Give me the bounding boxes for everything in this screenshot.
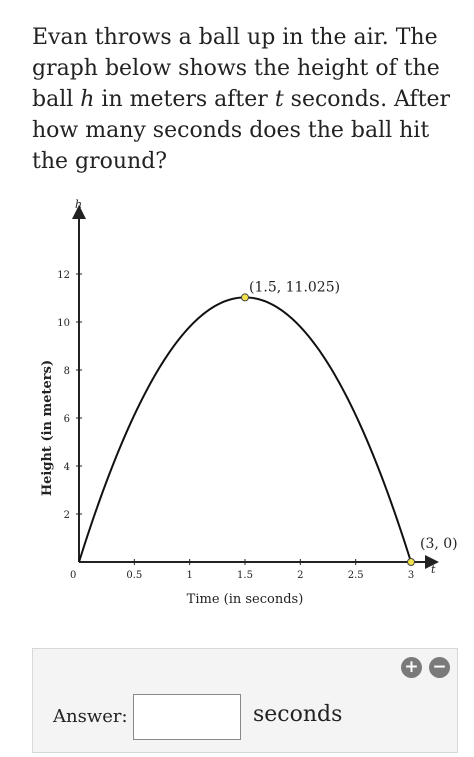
remove-answer-button[interactable]: − bbox=[429, 657, 450, 678]
question-part-1: Evan throws a ball up in the air. The gr… bbox=[32, 25, 440, 112]
x-axis-title: Time (in seconds) bbox=[187, 592, 304, 607]
end-point-label: (3, 0) bbox=[420, 536, 458, 552]
vertex-point-label: (1.5, 11.025) bbox=[249, 279, 340, 295]
height-time-chart: h t 0 0.5 1 1.5 2 2.5 3 2 4 6 8 10 12 Time (in seconds)… bbox=[40, 198, 458, 607]
x-tick-label: 2 bbox=[297, 570, 303, 581]
y-tick-label: 10 bbox=[57, 318, 70, 329]
x-tick-label: 1 bbox=[186, 570, 192, 581]
y-tick-label: 6 bbox=[64, 414, 70, 425]
question-part-2: in meters after bbox=[94, 87, 275, 112]
x-tick-label: 1.5 bbox=[237, 570, 253, 581]
y-axis-title: Height (in meters) bbox=[40, 360, 55, 496]
y-tick-label: 12 bbox=[57, 270, 70, 281]
x-tick-label: 3 bbox=[408, 570, 414, 581]
y-tick-label: 2 bbox=[64, 510, 70, 521]
answer-input[interactable] bbox=[133, 694, 241, 740]
question-part-3: seconds. After how many seconds does the… bbox=[32, 87, 451, 174]
answer-label: Answer: bbox=[53, 706, 128, 727]
add-answer-button[interactable]: + bbox=[401, 657, 422, 678]
answer-unit: seconds bbox=[253, 702, 343, 727]
data-point bbox=[241, 293, 249, 302]
x-tick-label: 2.5 bbox=[348, 570, 364, 581]
height-curve bbox=[78, 296, 412, 563]
x-axis-variable-label: t bbox=[431, 563, 436, 576]
answer-box: + − Answer: seconds bbox=[32, 648, 458, 753]
variable-h: h bbox=[80, 87, 95, 112]
y-tick-label: 4 bbox=[64, 462, 70, 473]
variable-t: t bbox=[274, 87, 284, 112]
y-tick-label: 8 bbox=[64, 366, 70, 377]
y-axis-variable-label: h bbox=[75, 198, 82, 211]
x-tick-label: 0.5 bbox=[126, 570, 142, 581]
origin-label: 0 bbox=[70, 570, 76, 581]
data-point bbox=[407, 558, 415, 566]
question-text: Evan throws a ball up in the air. The gr… bbox=[32, 22, 452, 177]
